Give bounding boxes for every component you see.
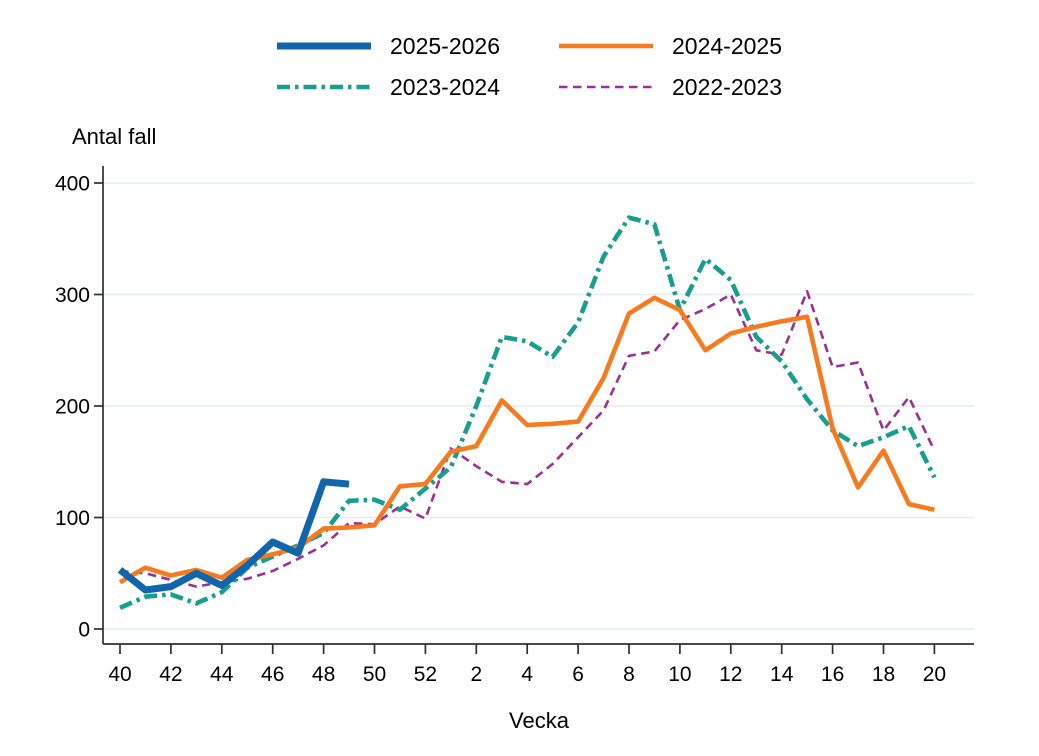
legend-line-2025-2026-icon [277, 42, 371, 50]
x-tick-label-46: 46 [261, 663, 284, 686]
y-tick-label-300: 300 [55, 284, 90, 307]
legend-item-2023-2024: 2023-2024 [275, 69, 557, 105]
legend-label-2023-2024: 2023-2024 [390, 73, 500, 100]
series-line-2025-2026 [117, 478, 350, 594]
legend-item-2024-2025: 2024-2025 [557, 28, 782, 64]
y-tick-label-0: 0 [78, 619, 90, 642]
legend-label-2025-2026: 2025-2026 [390, 32, 500, 59]
legend-item-2025-2026: 2025-2026 [275, 28, 557, 64]
x-tick-label-14: 14 [770, 663, 794, 686]
y-tick-label-400: 400 [55, 173, 90, 196]
x-tick-label-44: 44 [210, 663, 234, 686]
series-line-2023-2024 [119, 215, 937, 610]
legend-line-2022-2023-icon [559, 85, 653, 89]
x-tick-label-4: 4 [521, 663, 533, 686]
y-tick-label-100: 100 [55, 507, 90, 530]
y-axis-title: Antal fall [72, 124, 157, 149]
x-axis-title: Vecka [509, 708, 569, 733]
legend-label-2024-2025: 2024-2025 [672, 32, 782, 59]
x-tick-label-16: 16 [821, 663, 844, 686]
x-tick-label-6: 6 [572, 663, 584, 686]
x-tick-label-2: 2 [470, 663, 482, 686]
legend-line-2024-2025-icon [559, 43, 653, 49]
x-tick-label-8: 8 [623, 663, 635, 686]
y-tick-label-200: 200 [55, 396, 90, 419]
x-tick-label-50: 50 [363, 663, 386, 686]
x-tick-label-42: 42 [159, 663, 182, 686]
x-tick-label-52: 52 [414, 663, 437, 686]
x-tick-label-40: 40 [108, 663, 131, 686]
legend-line-2023-2024-icon [277, 84, 371, 90]
x-tick-label-20: 20 [923, 663, 946, 686]
x-tick-label-10: 10 [668, 663, 691, 686]
legend-label-2022-2023: 2022-2023 [672, 73, 782, 100]
series-line-2024-2025 [118, 295, 935, 585]
legend: 2025-2026 2024-2025 2023-2024 2022-2023 [275, 28, 782, 105]
x-tick-label-18: 18 [872, 663, 895, 686]
series-line-2022-2023 [119, 289, 936, 588]
legend-item-2022-2023: 2022-2023 [557, 69, 782, 105]
x-tick-label-12: 12 [719, 663, 742, 686]
x-tick-label-48: 48 [312, 663, 335, 686]
